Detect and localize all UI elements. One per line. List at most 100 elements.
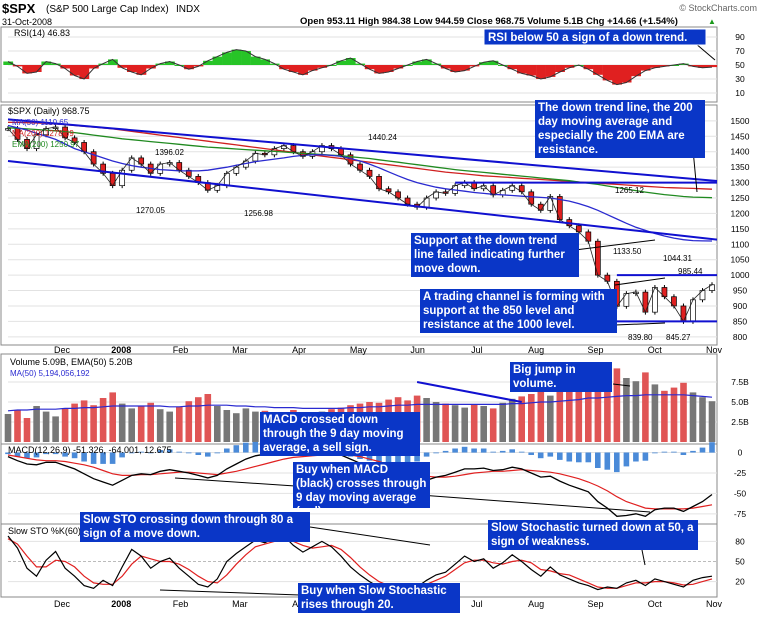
rsi-bar [193,65,204,67]
rsi-bar [440,65,451,69]
price-tick: 1450 [731,131,750,141]
rsi-bar [688,65,699,67]
rsi-bar [326,65,337,66]
macd-hist-bar [604,452,611,470]
rsi-bar [31,65,42,72]
price-tick: 1100 [731,239,750,249]
volume-bar [451,405,459,442]
rsi-tick: 30 [735,74,745,84]
volume-bar [147,402,154,442]
rsi-bar [612,65,622,85]
annotation-rsi: RSI below 50 a sign of a down trend. [483,28,707,46]
volume-bar [642,372,649,442]
rsi-bar [393,65,404,69]
volume-bar [594,386,602,442]
rsi-bar [146,65,156,69]
price-tick: 950 [733,286,747,296]
price-tick: 1350 [731,162,750,172]
macd-hist-bar [157,450,163,453]
sto-tick: 50 [735,557,745,567]
macd-hist-bar [566,452,573,462]
macd-hist-bar [547,452,554,457]
price-tick: 850 [733,316,747,326]
support-trend-line [7,159,718,241]
rsi-bar [184,65,194,70]
annotation-resistance: The down trend line, the 200 day moving … [535,100,705,158]
month-label: Feb [173,345,189,355]
price-value-labels: 1440.24 1396.02 1270.05 1256.98 1265.12 … [136,133,703,342]
macd-hist-bar [690,450,696,453]
month-label-bottom: Jul [471,599,483,609]
price-label-1133: 1133.50 [613,247,642,256]
price-label-985: 985.44 [678,267,703,276]
annotation-sto-cross-text: Slow STO crossing down through 80 a sign… [80,512,310,542]
month-label-bottom: Dec [54,599,71,609]
rsi-bar [12,65,23,67]
volume-bar [233,413,240,442]
macd-title: MACD(12,26,9) -51.326, -64.001, 12.675 [8,445,172,455]
month-label: Dec [54,345,71,355]
legend-ma50: MA(50) 1110.65 [12,118,69,127]
macd-hist-bar [461,446,468,453]
rsi-bar [203,60,213,65]
macd-hist-bar [537,452,544,459]
macd-hist-bar [176,451,182,453]
volume-bar [90,405,97,442]
rsi-bar [127,65,137,72]
rsi-bar [88,65,99,69]
price-tick: 1300 [731,178,750,188]
macd-hist-bar [109,452,116,464]
macd-hist-bar [366,452,373,461]
annotation-sto-weak: Slow Stochastic turned down at 50, a sig… [488,520,698,550]
macd-hist-bar [5,452,11,455]
macd-hist-bar [376,452,382,464]
rsi-bar [298,65,308,75]
volume-bar [52,416,59,442]
volume-bar [556,389,564,442]
rsi-bar [41,61,52,65]
volume-bar [613,368,621,442]
volume-tick: 2.5B [731,417,749,427]
rsi-title: RSI(14) 46.83 [14,28,70,38]
volume-bar [33,406,40,442]
ema200-line [7,127,713,199]
rsi-bar [450,65,461,72]
rsi-bar [650,65,660,68]
macd-hist-bar [385,452,392,464]
annotation-volume: Big jump in volume. [510,362,612,392]
volume-bar [461,407,468,442]
rsi-line [7,49,713,86]
macd-hist-bar [557,452,563,460]
rsi-bar [60,65,71,69]
macd-tick: -75 [734,509,747,519]
macd-hist-bar [633,452,639,462]
volume-trend-line [416,381,522,403]
sto-tick: 80 [735,536,745,546]
change-arrow: ▲ [708,17,716,26]
rsi-bar [640,65,651,71]
macd-hist-bar [195,452,202,455]
price-label-1265: 1265.12 [615,186,644,195]
annotation-sto-cross: Slow STO crossing down through 80 a sign… [80,512,310,542]
annotation-macd-buy: Buy when MACD (black) crosses through 9 … [293,462,430,508]
price-label-1396: 1396.02 [155,148,184,157]
macd-hist-bar [100,452,106,464]
volume-bar [223,410,231,442]
volume-bar [42,411,50,442]
annotation-support: Support at the down trend line failed in… [411,233,579,277]
macd-hist-bar [671,451,677,453]
macd-hist-bar [166,449,173,453]
watermark: © StockCharts.com [679,3,757,13]
volume-bar [689,392,697,442]
month-label: Aug [528,345,544,355]
volume-bar [118,403,126,442]
chart-date: 31-Oct-2008 [2,17,52,27]
volume-bar [661,390,668,442]
volume-bar [423,398,430,442]
price-tick: 800 [733,332,747,342]
volume-bar [185,401,193,442]
rsi-tick: 90 [735,32,745,42]
month-label: Oct [648,345,663,355]
volume-bar [699,397,706,442]
volume-bar [166,411,173,442]
